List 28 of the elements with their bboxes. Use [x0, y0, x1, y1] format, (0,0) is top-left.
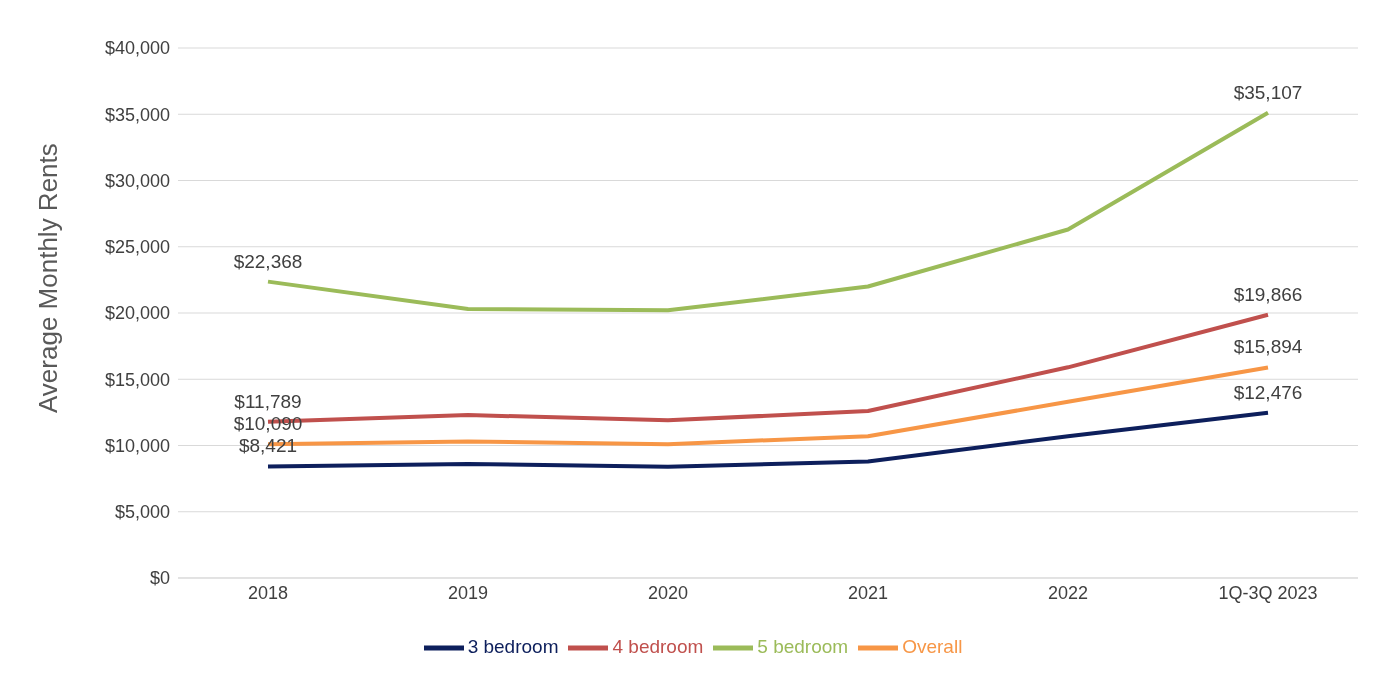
- legend-label: 5 bedroom: [757, 636, 849, 658]
- x-tick-label: 2020: [647, 582, 689, 603]
- data-label: $35,107: [1233, 81, 1303, 103]
- data-label: $22,368: [233, 250, 303, 272]
- y-tick-label: $25,000: [104, 237, 170, 258]
- data-label: $19,866: [1233, 283, 1303, 305]
- data-label: $8,421: [238, 435, 298, 457]
- y-tick-label: $0: [149, 568, 170, 589]
- x-tick-label: 2022: [1047, 582, 1089, 603]
- y-tick-label: $40,000: [104, 38, 170, 59]
- x-tick-label: 1Q-3Q 2023: [1218, 582, 1318, 603]
- y-tick-label: $30,000: [104, 170, 170, 191]
- y-tick-label: $35,000: [104, 104, 170, 125]
- x-tick-label: 2018: [247, 582, 289, 603]
- x-tick-label: 2021: [847, 582, 889, 603]
- data-label: $10,090: [233, 413, 303, 435]
- x-tick-label: 2019: [447, 582, 489, 603]
- legend-label: 4 bedroom: [612, 636, 704, 658]
- y-tick-label: $15,000: [104, 369, 170, 390]
- legend-label: 3 bedroom: [467, 636, 559, 658]
- data-label: $12,476: [1233, 381, 1303, 403]
- data-label: $15,894: [1233, 336, 1303, 358]
- y-tick-label: $5,000: [114, 502, 170, 523]
- y-axis-title: Average Monthly Rents: [33, 143, 64, 413]
- y-tick-label: $20,000: [104, 303, 170, 324]
- y-tick-label: $10,000: [104, 435, 170, 456]
- data-label: $11,789: [234, 390, 302, 412]
- legend-label: Overall: [902, 636, 963, 658]
